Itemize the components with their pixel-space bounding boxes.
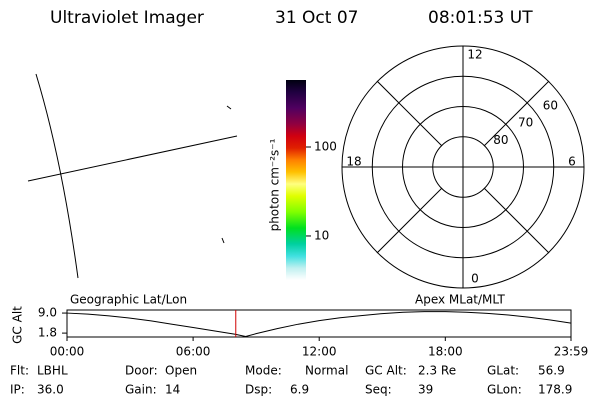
title: Ultraviolet Imager: [50, 8, 204, 28]
lat-label: 60: [543, 98, 558, 112]
image-panel: [27, 73, 238, 279]
status-label: Seq:: [365, 383, 392, 397]
orbit-label: Geographic Lat/Lon: [70, 293, 187, 307]
status-value: 39: [418, 383, 433, 397]
mlt-line: [483, 80, 550, 147]
map-line: [35, 73, 79, 279]
x-tick-label: 12:00: [302, 345, 337, 359]
status-value: LBHL: [37, 364, 68, 378]
orbit-label: Apex MLat/MLT: [415, 293, 505, 307]
status-label: Gain:: [125, 383, 157, 397]
lat-ring: [432, 136, 494, 198]
orbit-ylabel: GC Alt: [11, 306, 25, 344]
x-tick-label: 06:00: [176, 345, 211, 359]
status-label: GLon:: [487, 383, 522, 397]
mlt-label: 12: [467, 48, 482, 62]
mlt-label: 6: [568, 155, 576, 169]
colorbar-label: photon cm⁻²s⁻¹: [268, 138, 282, 231]
map-line: [27, 135, 238, 182]
lat-label: 70: [518, 116, 533, 130]
mlt-label: 0: [471, 272, 479, 286]
mlt-label: 18: [346, 155, 361, 169]
status-label: Dsp:: [245, 383, 272, 397]
x-tick-label: 23:59: [554, 345, 589, 359]
status-value: Normal: [305, 364, 348, 378]
status-value: 56.9: [538, 364, 565, 378]
status-label: Door:: [125, 364, 158, 378]
map-tick: [226, 105, 232, 110]
date: 31 Oct 07: [275, 8, 358, 28]
y-tick-label: 1.8: [38, 326, 57, 340]
status-value: 6.9: [290, 383, 309, 397]
status-value: 14: [165, 383, 180, 397]
status-value: Open: [165, 364, 197, 378]
mlt-line: [483, 187, 550, 254]
status-label: GLat:: [487, 364, 519, 378]
lat-ring: [402, 106, 524, 228]
y-tick-label: 9.0: [38, 306, 57, 320]
mlt-line: [376, 187, 443, 254]
altitude-curve: [66, 311, 572, 337]
status-value: 2.3 Re: [418, 364, 456, 378]
lat-label: 80: [493, 133, 508, 147]
colorbar: [286, 80, 306, 280]
colorbar-tick-label: 10: [314, 228, 329, 242]
lat-ring: [371, 75, 555, 259]
status-label: Flt:: [10, 364, 29, 378]
time: 08:01:53 UT: [428, 8, 533, 28]
status-label: IP:: [10, 383, 25, 397]
x-tick-label: 00:00: [50, 345, 85, 359]
polar-plot: [341, 45, 585, 289]
status-value: 36.0: [37, 383, 64, 397]
map-tick: [221, 237, 225, 244]
status-label: Mode:: [245, 364, 282, 378]
x-tick-label: 18:00: [428, 345, 463, 359]
colorbar-tick-label: 100: [314, 139, 337, 153]
mlt-line: [376, 80, 443, 147]
status-label: GC Alt:: [365, 364, 407, 378]
status-value: 178.9: [538, 383, 572, 397]
